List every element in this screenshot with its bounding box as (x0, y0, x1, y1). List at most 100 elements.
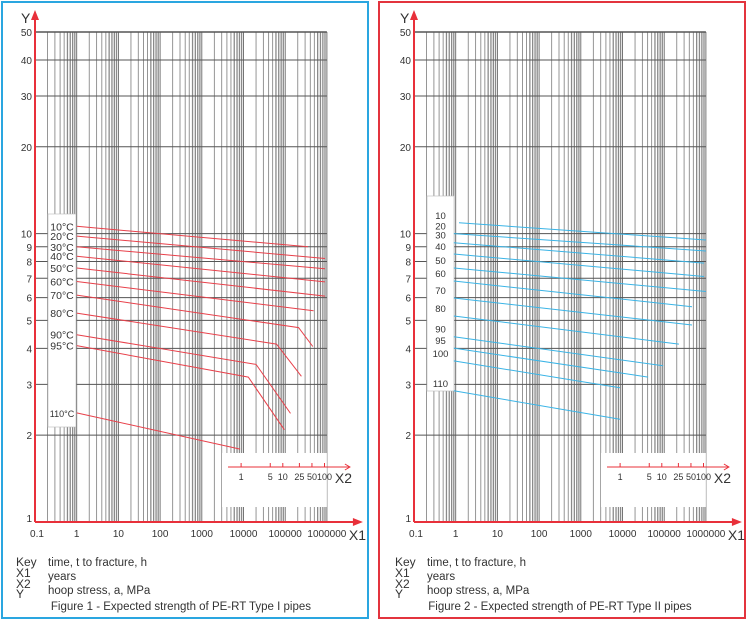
x2-tick-label: 50 (307, 472, 317, 482)
series-line-110 (453, 390, 621, 420)
y-tick-label: 5 (405, 316, 411, 327)
y-tick-label: 30 (400, 92, 412, 103)
series-label: 30°C (50, 242, 74, 254)
x2-tick-label: 10 (278, 472, 288, 482)
series-label: 40°C (50, 251, 74, 263)
x1-tick-label: 1000 (191, 529, 214, 540)
y-tick-label: 1 (26, 514, 32, 525)
x1-axis-arrow-icon (731, 518, 742, 526)
x1-tick-label: 0.1 (409, 529, 423, 540)
y-tick-label: 20 (400, 143, 412, 154)
x1-tick-label: 10000 (609, 529, 637, 540)
y-tick-label: 30 (21, 92, 33, 103)
y-tick-label: 50 (400, 28, 412, 39)
x2-tick-label: 10 (657, 472, 667, 482)
series-line-95 (453, 347, 649, 378)
series-line-20 (453, 233, 706, 252)
key-symbol: Y (16, 587, 24, 601)
series-line-60 (453, 280, 693, 308)
x2-tick-label: 100 (317, 472, 332, 482)
series-label: 95 (435, 336, 446, 347)
key-symbol: Key (16, 555, 37, 569)
figure-caption: Figure 1 - Expected strength of PE-RT Ty… (51, 601, 311, 613)
y-tick-label: 10 (21, 230, 33, 241)
y-tick-label: 6 (26, 294, 32, 305)
series-line-90 (453, 336, 664, 367)
series-label: 110 (433, 379, 448, 390)
series-line-10C (76, 225, 308, 248)
series-line-90C (76, 334, 291, 414)
series-line-80C (76, 312, 302, 377)
y-tick-label: 10 (400, 230, 412, 241)
y-tick-label: 2 (405, 431, 411, 442)
series-label: 10°C (50, 221, 74, 233)
key-symbol: X2 (395, 577, 410, 591)
x1-tick-label: 100 (152, 529, 169, 540)
x2-tick-label: 100 (696, 472, 711, 482)
series-label: 20°C (50, 231, 74, 243)
y-tick-label: 40 (21, 56, 33, 67)
x1-tick-label: 10000 (230, 529, 258, 540)
x2-axis-arrow-icon (344, 463, 351, 471)
series-label: 95°C (50, 341, 74, 353)
key-description: time, t to fracture, h (427, 557, 526, 569)
figure-1: 10°C20°C30°C40°C50°C 60°C70°C 80°C 90°C95°C… (16, 10, 366, 613)
series-label: 80°C (50, 308, 74, 320)
x1-axis-label: X1 (349, 527, 366, 543)
figure-2: 10203040506070809095100110YX112345678910… (395, 10, 745, 613)
series-line-40C (76, 255, 326, 283)
series-label: 70 (435, 286, 446, 297)
key-description: hoop stress, a, MPa (427, 585, 530, 597)
key-description: years (48, 571, 76, 583)
series-line-60C (76, 281, 314, 312)
y-tick-label: 3 (405, 380, 411, 391)
y-axis-label: Y (400, 10, 410, 26)
x2-tick-label: 50 (686, 472, 696, 482)
y-tick-label: 20 (21, 143, 33, 154)
series-line-95C (76, 345, 285, 430)
figure-2-panel (378, 1, 746, 619)
series-label: 100 (433, 349, 449, 360)
series-label: 70°C (50, 290, 74, 302)
y-tick-label: 40 (400, 56, 412, 67)
key-symbol: Y (395, 587, 403, 601)
series-label: 90°C (50, 330, 74, 342)
series-line-30 (453, 242, 705, 264)
series-line-40 (453, 253, 705, 277)
y-tick-label: 4 (405, 344, 411, 355)
series-line-30C (76, 246, 326, 270)
y-tick-label: 5 (26, 316, 32, 327)
y-tick-label: 7 (26, 274, 32, 285)
series-line-80 (453, 315, 679, 345)
series-label: 110°C (50, 409, 75, 419)
figure-1-panel (1, 1, 369, 619)
x2-axis-label: X2 (714, 470, 731, 486)
key-symbol: X2 (16, 577, 31, 591)
y-tick-label: 3 (26, 380, 32, 391)
x1-axis-label: X1 (728, 527, 745, 543)
x1-tick-label: 1 (74, 529, 80, 540)
y-tick-label: 8 (405, 258, 411, 269)
x1-axis-arrow-icon (352, 518, 363, 526)
y-tick-label: 9 (405, 243, 411, 254)
y-tick-label: 6 (405, 294, 411, 305)
y-tick-label: 2 (26, 431, 32, 442)
x2-tick-label: 25 (673, 472, 683, 482)
key-description: hoop stress, a, MPa (48, 585, 151, 597)
y-tick-label: 7 (405, 274, 411, 285)
y-tick-label: 1 (405, 514, 411, 525)
y-axis-label: Y (21, 10, 31, 26)
figure-caption: Figure 2 - Expected strength of PE-RT Ty… (428, 601, 692, 613)
series-label: 60 (435, 269, 446, 280)
y-axis-arrow-icon (31, 10, 39, 20)
series-line-70C (76, 294, 314, 347)
series-label: 40 (435, 242, 446, 253)
x2-tick-label: 5 (268, 472, 273, 482)
y-tick-label: 4 (26, 344, 32, 355)
y-tick-label: 50 (21, 28, 33, 39)
x1-tick-label: 10 (492, 529, 504, 540)
series-label-box (426, 195, 455, 392)
key-symbol: X1 (395, 566, 410, 580)
x2-tick-label: 1 (618, 472, 623, 482)
